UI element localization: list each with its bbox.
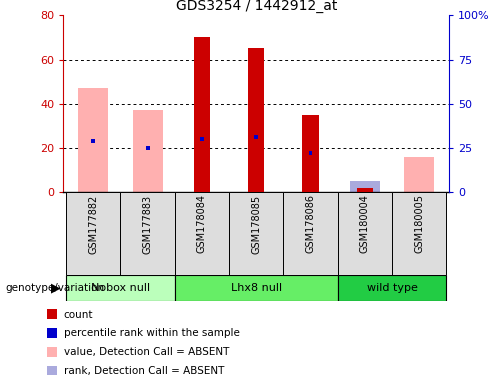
Title: GDS3254 / 1442912_at: GDS3254 / 1442912_at [176, 0, 337, 13]
Bar [79, 88, 108, 192]
Bar [338, 275, 446, 301]
Bar [392, 192, 446, 275]
Text: value, Detection Call = ABSENT: value, Detection Call = ABSENT [63, 347, 229, 357]
Bar [284, 192, 338, 275]
Text: rank, Detection Call = ABSENT: rank, Detection Call = ABSENT [63, 366, 224, 376]
Bar [194, 38, 210, 192]
Text: Lhx8 null: Lhx8 null [231, 283, 282, 293]
Text: ▶: ▶ [51, 281, 61, 295]
Text: percentile rank within the sample: percentile rank within the sample [63, 328, 240, 338]
Text: GSM177883: GSM177883 [142, 194, 153, 253]
Text: wild type: wild type [366, 283, 417, 293]
Bar [254, 135, 258, 139]
Bar [66, 192, 121, 275]
Bar [146, 146, 149, 150]
Bar [121, 192, 175, 275]
Text: GSM180004: GSM180004 [360, 194, 370, 253]
Bar [404, 157, 434, 192]
Bar [133, 110, 163, 192]
Text: genotype/variation: genotype/variation [5, 283, 104, 293]
Bar [66, 275, 175, 301]
Bar [308, 151, 312, 156]
Text: GSM178084: GSM178084 [197, 194, 207, 253]
Bar [229, 192, 284, 275]
Bar [47, 328, 58, 338]
Text: GSM178086: GSM178086 [305, 194, 316, 253]
Text: GSM177882: GSM177882 [88, 194, 98, 254]
Bar [175, 275, 338, 301]
Bar [350, 181, 380, 192]
Bar [350, 188, 380, 192]
Bar [47, 310, 58, 319]
Bar [357, 188, 373, 192]
Bar [303, 115, 319, 192]
Text: GSM178085: GSM178085 [251, 194, 261, 253]
Bar [91, 139, 95, 143]
Bar [175, 192, 229, 275]
Bar [200, 137, 204, 141]
Text: Nobox null: Nobox null [91, 283, 150, 293]
Bar [248, 48, 264, 192]
Bar [338, 192, 392, 275]
Bar [47, 366, 58, 375]
Text: GSM180005: GSM180005 [414, 194, 424, 253]
Bar [47, 347, 58, 357]
Text: count: count [63, 310, 93, 319]
